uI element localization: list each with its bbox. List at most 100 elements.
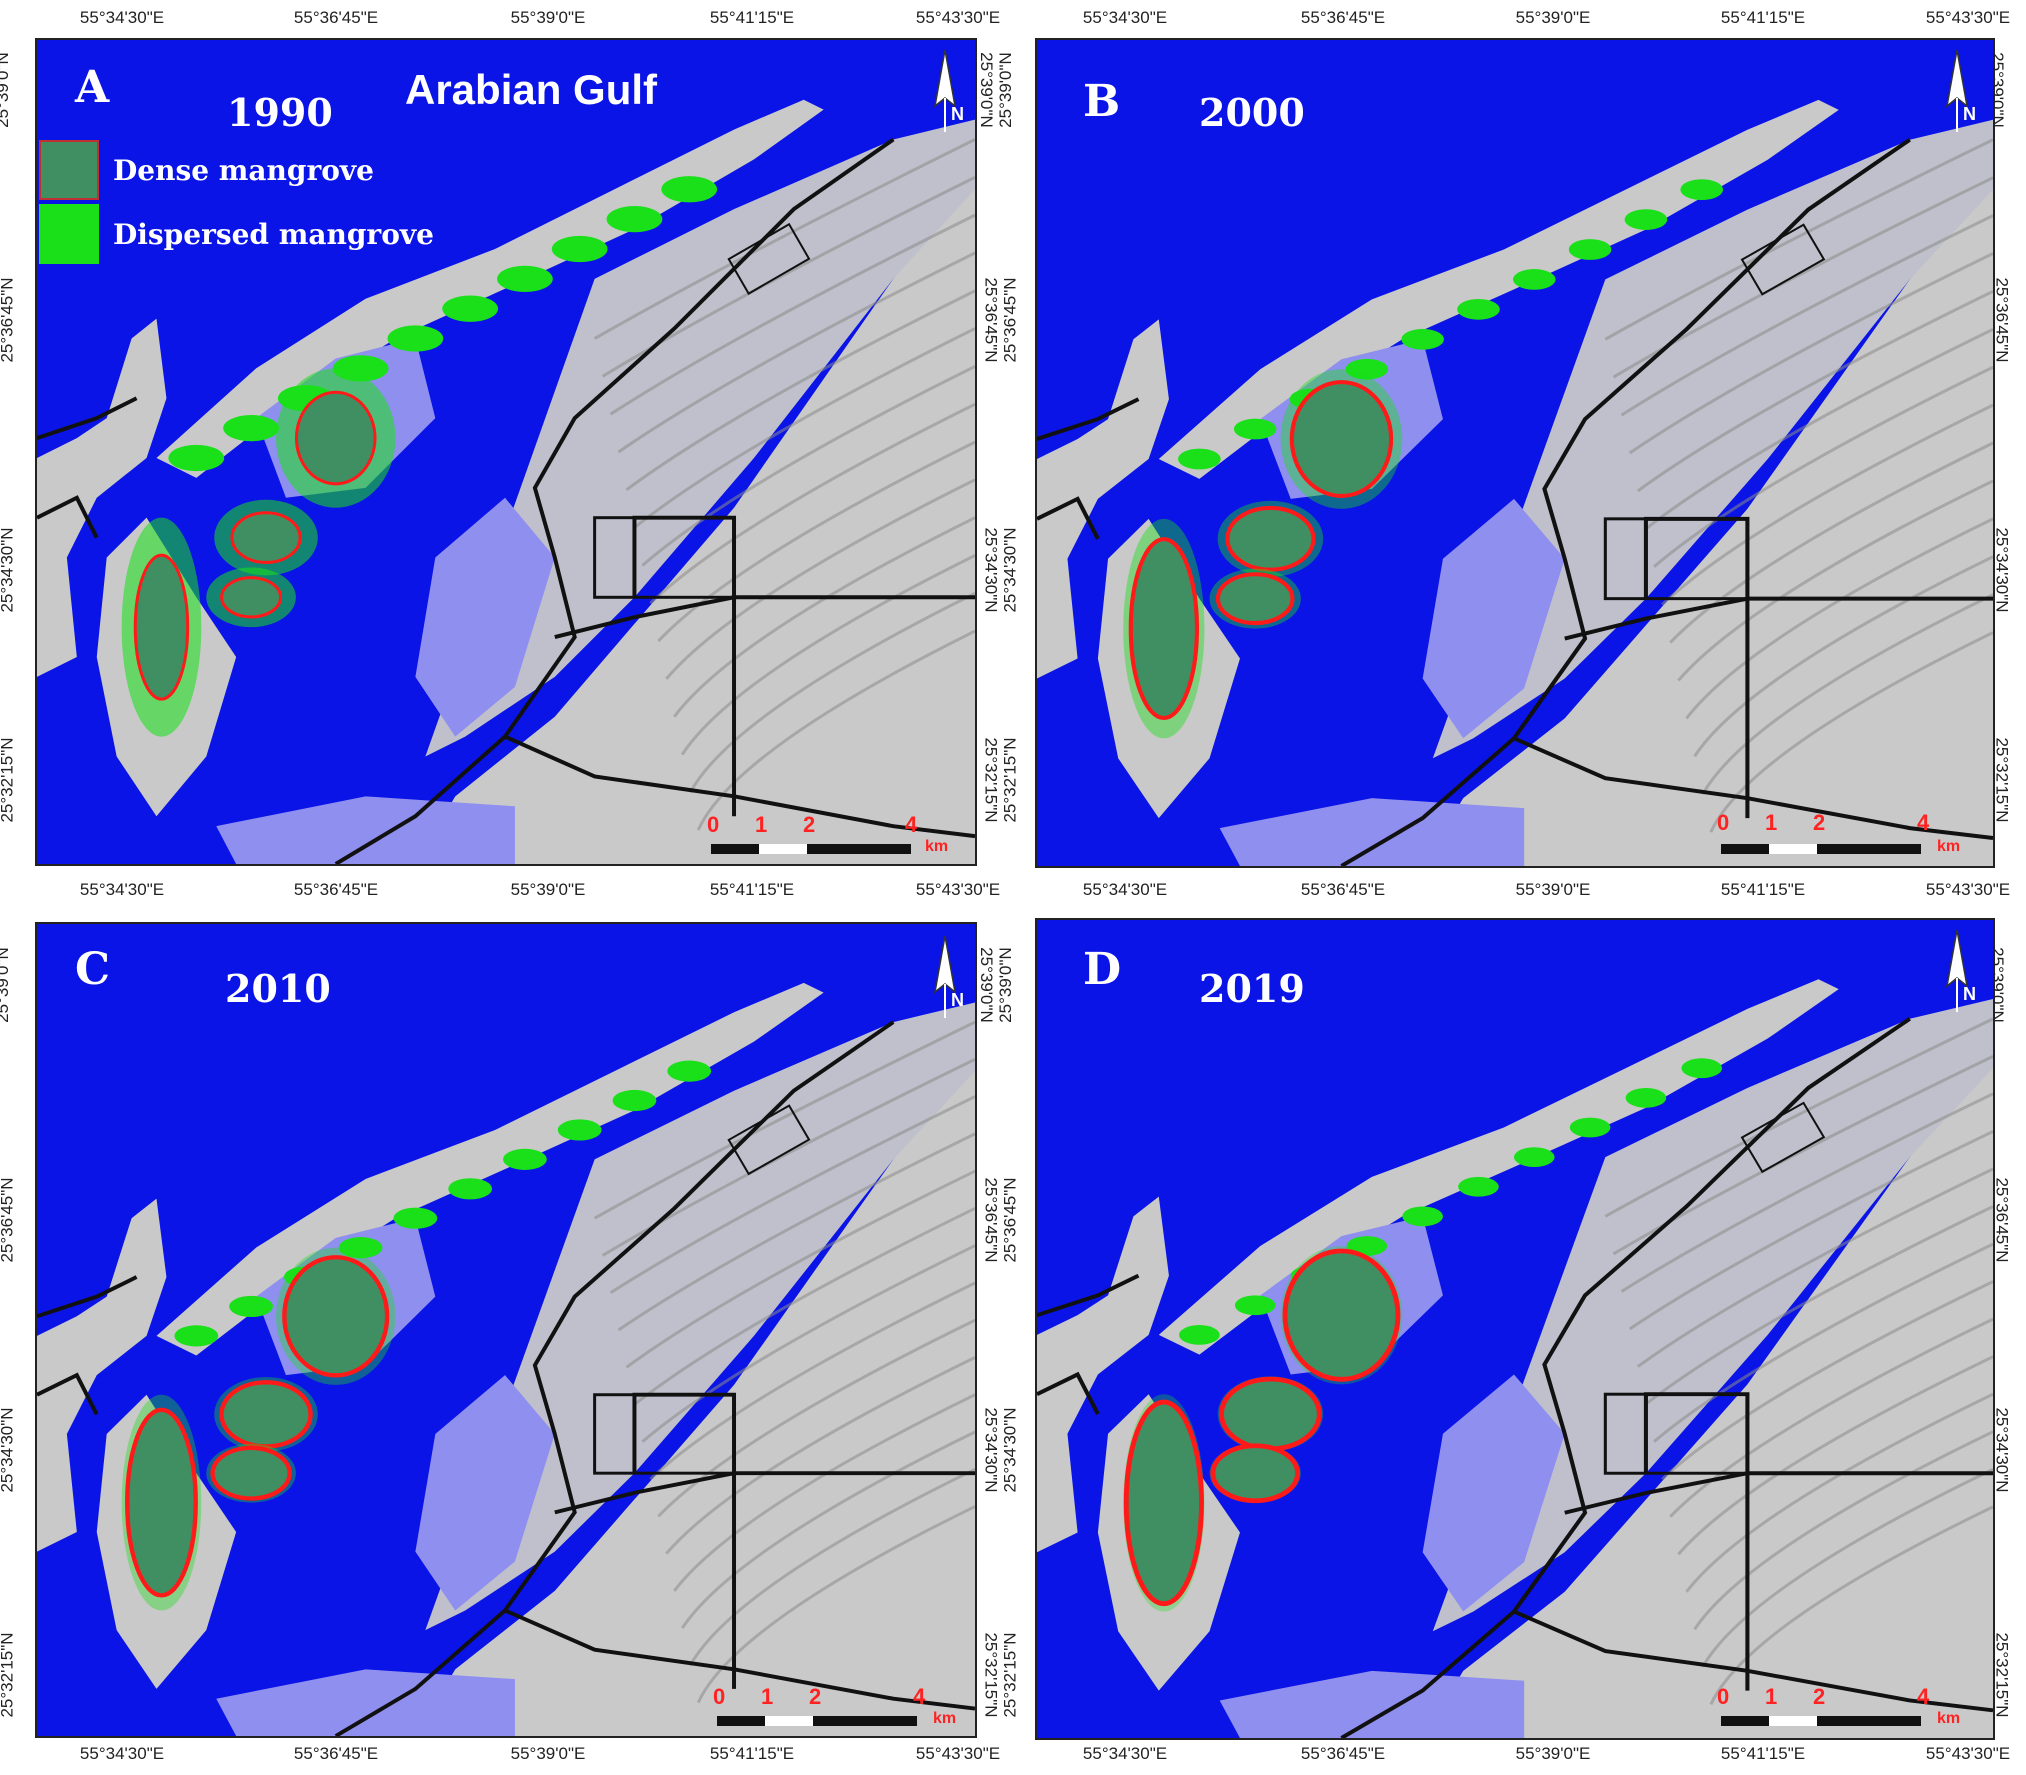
mainland-shape bbox=[415, 189, 975, 864]
dense-mangrove-patch bbox=[1123, 1399, 1204, 1607]
road-line bbox=[1037, 1273, 1140, 1318]
road-line bbox=[37, 1275, 138, 1319]
panel-letter: C bbox=[75, 944, 111, 995]
dispersed-mangrove-patch bbox=[1512, 269, 1556, 290]
hillshade-line bbox=[1628, 1130, 1993, 1331]
tidal-flat-shape bbox=[216, 1669, 515, 1736]
latitude-label: 25°39'0"N bbox=[976, 52, 996, 128]
road-block bbox=[727, 1104, 811, 1176]
road-block bbox=[1740, 223, 1826, 296]
road-block bbox=[1603, 517, 1749, 601]
hillshade-line bbox=[1604, 1017, 1993, 1218]
hillshade-line bbox=[1620, 1092, 1993, 1293]
longitude-label: 55°34'30"E bbox=[79, 1744, 165, 1763]
latitude-label: 25°32'15"N bbox=[1000, 1632, 1020, 1718]
legend-dispersed-mangrove: Dispersed mangrove bbox=[39, 204, 434, 264]
dense-mangrove-patch bbox=[219, 1380, 313, 1449]
scale-bar bbox=[717, 1716, 765, 1726]
hillshade-line bbox=[641, 1244, 975, 1443]
longitude-label: 55°39'0"E bbox=[1515, 880, 1591, 899]
hillshade-line bbox=[1644, 327, 1993, 530]
scale-label: 2 bbox=[1813, 1684, 1826, 1709]
tidal-flat-shape bbox=[415, 1375, 555, 1611]
road-line bbox=[37, 495, 99, 539]
hillshade-line bbox=[609, 1095, 975, 1294]
hillshade-line bbox=[625, 1169, 975, 1369]
longitude-label: 55°36'45"E bbox=[293, 1744, 379, 1763]
map-canvas bbox=[37, 982, 975, 1736]
western-peninsula-shape bbox=[37, 1198, 167, 1552]
legend-label: Dense mangrove bbox=[113, 153, 374, 187]
hillshade-line bbox=[1693, 555, 1993, 758]
road-line bbox=[1037, 397, 1140, 441]
hillshade-line bbox=[593, 138, 975, 340]
map-panel-a: 55°34'30"E 55°36'45"E 55°39'0"E 55°41'15… bbox=[0, 0, 1013, 880]
north-arrow: N bbox=[1937, 46, 1977, 136]
hillshade-line bbox=[633, 1207, 975, 1406]
latitude-label: 25°39'0"N bbox=[995, 52, 1015, 128]
dispersed-mangrove-patch bbox=[1569, 1117, 1611, 1138]
scale-bar bbox=[1769, 1716, 1817, 1726]
dispersed-mangrove-patch bbox=[551, 235, 608, 263]
road-block bbox=[727, 222, 811, 295]
north-arrow-icon bbox=[1945, 49, 1969, 132]
panel-year: 2010 bbox=[225, 966, 331, 1011]
dispersed-mangrove-patch bbox=[387, 325, 444, 352]
road-block bbox=[1740, 1101, 1826, 1174]
longitude-label: 55°43'30"E bbox=[915, 1744, 1001, 1763]
longitude-label: 55°36'45"E bbox=[293, 880, 379, 899]
latitude-label: 25°36'45"N bbox=[981, 1177, 1001, 1263]
hillshade-line bbox=[1709, 1505, 1993, 1706]
north-label: N bbox=[951, 104, 964, 124]
latitude-label: 25°32'15"N bbox=[1000, 737, 1020, 823]
dispersed-mangrove-patch bbox=[229, 1295, 273, 1318]
dense-mangrove-patch bbox=[1128, 537, 1200, 721]
map-panel-c: 55°34'30"E 55°36'45"E 55°39'0"E 55°41'15… bbox=[0, 880, 1013, 1775]
road-block bbox=[1603, 1392, 1749, 1475]
map-frame: C 2010 0 1 2 4 km N bbox=[35, 922, 977, 1738]
scale-unit: km bbox=[933, 1710, 957, 1727]
latitude-label: 25°39'0"N bbox=[995, 947, 1015, 1023]
hillshade-line bbox=[1653, 365, 1993, 568]
scale-bar bbox=[1721, 1716, 1769, 1726]
hillshade-line bbox=[633, 327, 975, 529]
dispersed-mangrove-patch bbox=[1681, 1058, 1723, 1079]
tidal-flat-shape bbox=[216, 796, 515, 864]
scale-label: 4 bbox=[913, 1684, 926, 1709]
hillshade-line bbox=[680, 1430, 975, 1629]
dispersed-mangrove-patch bbox=[606, 205, 663, 233]
dispersed-mangrove-patch bbox=[1624, 209, 1668, 230]
dense-mangrove-patch bbox=[1219, 1376, 1322, 1452]
latitude-label: 25°36'45"N bbox=[0, 277, 17, 363]
latitude-label: 25°34'30"N bbox=[0, 1407, 17, 1493]
longitude-label: 55°39'0"E bbox=[510, 880, 586, 899]
dense-mangrove-patch bbox=[1210, 1443, 1301, 1504]
scale-unit: km bbox=[925, 838, 949, 855]
hillshade-line bbox=[1620, 214, 1993, 417]
north-label: N bbox=[951, 990, 964, 1010]
legend-dense-mangrove: Dense mangrove bbox=[39, 140, 374, 200]
dispersed-mangrove-patch bbox=[1402, 1206, 1443, 1227]
hillshade-line bbox=[665, 1356, 975, 1555]
dispersed-mangrove-patch bbox=[661, 176, 718, 203]
longitude-label: 55°43'30"E bbox=[1925, 8, 2011, 27]
longitude-label: 55°34'30"E bbox=[1082, 8, 1168, 27]
hillshade-line bbox=[665, 478, 975, 680]
map-frame: A 1990 Arabian Gulf Dense mangrove Dispe… bbox=[35, 38, 977, 866]
map-frame: D 2019 0 1 2 4 km N bbox=[1035, 918, 1995, 1740]
scale-label: 0 bbox=[713, 1684, 726, 1709]
hillshade-line bbox=[1661, 1280, 1993, 1481]
panel-year: 1990 bbox=[227, 90, 333, 135]
dispersed-mangrove-patch bbox=[557, 1119, 602, 1141]
panel-letter: A bbox=[75, 62, 110, 113]
hillshade-line bbox=[1709, 631, 1993, 833]
road-block bbox=[593, 1393, 736, 1475]
longitude-label: 55°36'45"E bbox=[1300, 8, 1386, 27]
longitude-label: 55°43'30"E bbox=[1925, 1744, 2011, 1763]
latitude-label: 25°39'0"N bbox=[0, 52, 12, 128]
road-line bbox=[1513, 736, 1993, 841]
dense-mangrove-patch bbox=[294, 390, 377, 486]
hillshade-line bbox=[1685, 1392, 1993, 1593]
hillshade-line bbox=[649, 1281, 975, 1481]
dispersed-mangrove-patch bbox=[338, 1237, 383, 1259]
